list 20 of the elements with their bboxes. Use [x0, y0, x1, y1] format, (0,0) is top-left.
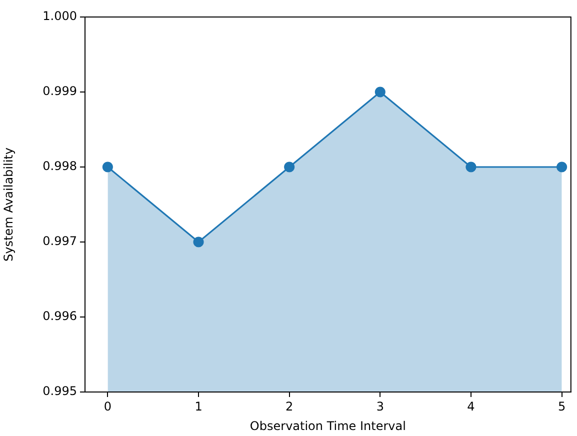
x-tick-label: 5: [558, 399, 566, 414]
x-tick-label: 3: [376, 399, 384, 414]
x-tick-label: 1: [194, 399, 202, 414]
y-tick-label: 0.995: [42, 384, 77, 398]
y-tick-label: 1.000: [42, 9, 77, 24]
point: [193, 236, 204, 248]
point: [102, 162, 114, 172]
y-tick-label: 0.998: [42, 159, 77, 174]
y-axis-title: System Availability: [1, 148, 16, 262]
y-tick-label: 0.997: [42, 234, 77, 248]
point: [466, 162, 476, 172]
point: [556, 162, 568, 172]
point: [374, 86, 386, 98]
x-tick-label: 4: [467, 399, 475, 414]
y-tick-label: 0.999: [42, 84, 77, 98]
point: [284, 162, 295, 172]
x-tick-label: 2: [286, 399, 294, 414]
y-tick-label: 0.996: [42, 309, 77, 324]
x-axis-title: Observation Time Interval: [250, 418, 406, 433]
x-tick-label: 0: [104, 399, 112, 414]
